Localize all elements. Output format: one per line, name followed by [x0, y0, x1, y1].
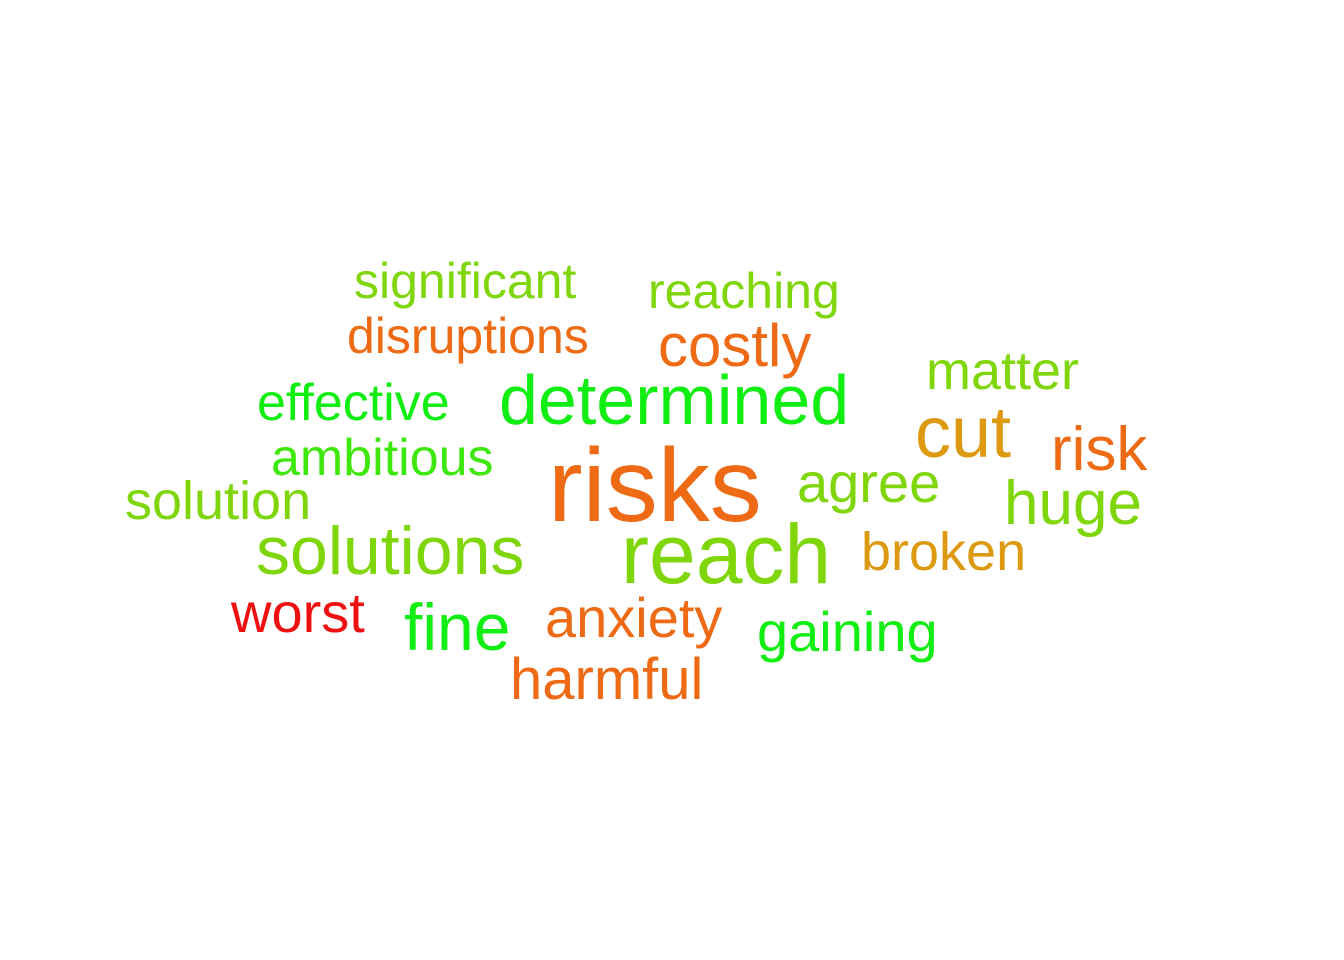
word-harmful: harmful [510, 647, 704, 712]
word-anxiety: anxiety [545, 586, 723, 649]
word-effective: effective [257, 374, 450, 432]
word-costly: costly [658, 312, 812, 379]
word-solution: solution [125, 471, 312, 531]
word-significant: significant [354, 253, 577, 309]
word-fine: fine [404, 590, 511, 664]
word-agree: agree [797, 451, 941, 514]
word-risks: risks [548, 428, 762, 544]
word-solutions: solutions [256, 513, 525, 589]
word-risk: risk [1051, 415, 1148, 484]
word-ambitious: ambitious [271, 429, 494, 487]
word-worst: worst [231, 581, 365, 644]
word-matter: matter [926, 341, 1080, 401]
word-determined: determined [499, 361, 850, 439]
word-huge: huge [1004, 469, 1142, 538]
word-broken: broken [861, 522, 1027, 582]
word-gaining: gaining [757, 600, 938, 663]
word-reach: reach [621, 507, 832, 601]
word-reaching: reaching [648, 263, 840, 319]
word-disruptions: disruptions [347, 308, 589, 364]
word-cut: cut [915, 393, 1012, 473]
